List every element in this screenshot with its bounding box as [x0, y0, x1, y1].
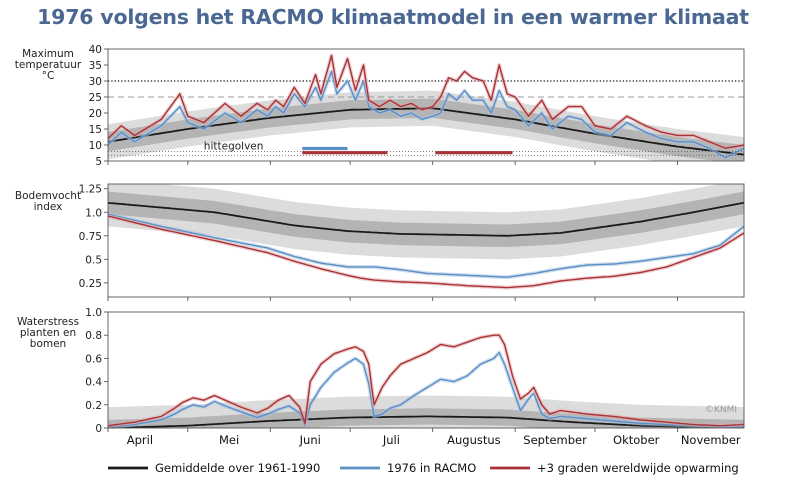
series-warm-waterstress [108, 334, 744, 427]
ytick-label-soilmoisture-1: 0.5 [85, 254, 102, 266]
plot-area-temperature [108, 53, 744, 161]
ytick-label-waterstress-3: 0.6 [85, 353, 102, 365]
ytick-label-soilmoisture-2: 0.75 [79, 231, 102, 243]
ytick-label-soilmoisture-4: 1.25 [79, 184, 102, 196]
ytick-label-waterstress-4: 0.8 [85, 330, 102, 342]
legend: Gemiddelde over 1961-1990 1976 in RACMO … [108, 461, 739, 475]
month-label-7: November [681, 433, 741, 447]
ytick-label-temperature-1: 10 [89, 140, 102, 152]
series-racmo-temperature [108, 70, 744, 159]
series-racmo-soilmoisture [108, 213, 744, 278]
ylabel-waterstress-0: Waterstress [17, 316, 79, 328]
ylabel-waterstress-1: planten en [20, 327, 76, 339]
month-label-4: Augustus [447, 433, 501, 447]
month-label-3: Juli [382, 433, 400, 447]
ylabel-waterstress-2: bomen [30, 338, 66, 350]
copyright-label: ©KNMI [705, 405, 737, 415]
ylabel-temperature-2: °C [42, 70, 55, 82]
month-label-0: April [127, 433, 153, 447]
panel-temperature: hittegolven 5 10 15 20 25 30 35 40 Maximumtempera… [15, 44, 745, 168]
ytick-label-temperature-4: 25 [89, 92, 102, 104]
heatwave-label: hittegolven [204, 140, 264, 152]
month-label-6: Oktober [613, 433, 660, 447]
ytick-label-temperature-6: 35 [89, 60, 102, 72]
ytick-label-waterstress-1: 0.2 [85, 400, 102, 412]
series-mean-soilmoisture [108, 201, 744, 237]
panel-frame-temperature [107, 48, 745, 162]
series-racmo-waterstress [108, 351, 744, 428]
panel-frame-soilmoisture [107, 183, 745, 298]
ylabel-temperature-1: temperatuur [15, 59, 82, 71]
ytick-label-temperature-0: 5 [95, 156, 102, 168]
ytick-label-temperature-3: 20 [89, 108, 102, 120]
month-label-2: Juni [299, 433, 321, 447]
legend-label-warm: +3 graden wereldwijde opwarming [537, 461, 739, 475]
month-label-5: September [523, 433, 587, 447]
band-inner-soilmoisture [108, 191, 744, 248]
ytick-label-temperature-7: 40 [89, 44, 102, 56]
ytick-label-waterstress-5: 1.0 [85, 307, 102, 319]
ytick-label-soilmoisture-3: 1.0 [85, 207, 102, 219]
series-warm-temperature [108, 54, 744, 149]
chart-panels: hittegolven 5 10 15 20 25 30 35 40 Maximumtempera… [15, 44, 745, 435]
plot-area-soilmoisture [108, 184, 744, 290]
chart-title: 1976 volgens het RACMO klimaatmodel in e… [37, 5, 749, 29]
legend-label-racmo: 1976 in RACMO [387, 461, 476, 475]
series-warm-soilmoisture [108, 215, 744, 289]
ylabel-soilmoisture-1: index [34, 201, 63, 213]
ytick-label-waterstress-0: 0 [95, 423, 102, 435]
month-label-1: Mei [219, 433, 239, 447]
legend-label-mean: Gemiddelde over 1961-1990 [155, 461, 320, 475]
ylabel-soilmoisture-0: Bodemvocht [15, 190, 81, 202]
plot-area-waterstress [108, 333, 744, 428]
month-axis: April Mei Juni Juli Augustus September Oktober… [127, 433, 741, 447]
series-mean-waterstress [108, 415, 744, 428]
ytick-label-waterstress-2: 0.4 [85, 377, 102, 389]
ytick-label-soilmoisture-0: 0.25 [79, 278, 102, 290]
ytick-label-temperature-5: 30 [89, 76, 102, 88]
ytick-label-temperature-2: 15 [89, 124, 102, 136]
ylabel-temperature-0: Maximum [22, 48, 74, 60]
panel-frame-waterstress [107, 311, 745, 429]
